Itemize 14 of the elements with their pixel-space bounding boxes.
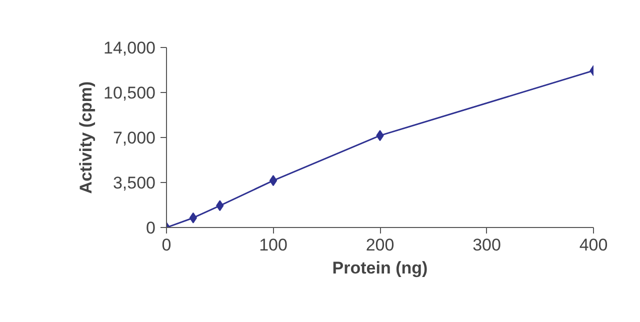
y-axis-title: Activity (cpm) xyxy=(76,81,96,194)
x-tick-label: 300 xyxy=(472,236,501,254)
x-axis-title: Protein (ng) xyxy=(332,258,428,278)
y-tick-label: 3,500 xyxy=(112,174,156,192)
y-tick-label: 7,000 xyxy=(112,128,156,148)
y-tick-label: 0 xyxy=(146,218,156,238)
point xyxy=(189,212,198,224)
x-tick-label: 400 xyxy=(579,236,608,254)
x-tick-label: 0 xyxy=(162,236,172,254)
y-tick-label: 14,000 xyxy=(104,38,156,58)
point xyxy=(269,175,278,186)
x-tick-label: 200 xyxy=(366,236,394,254)
y-tick-label: 10,500 xyxy=(104,84,156,102)
x-tick-label: 100 xyxy=(259,236,288,254)
